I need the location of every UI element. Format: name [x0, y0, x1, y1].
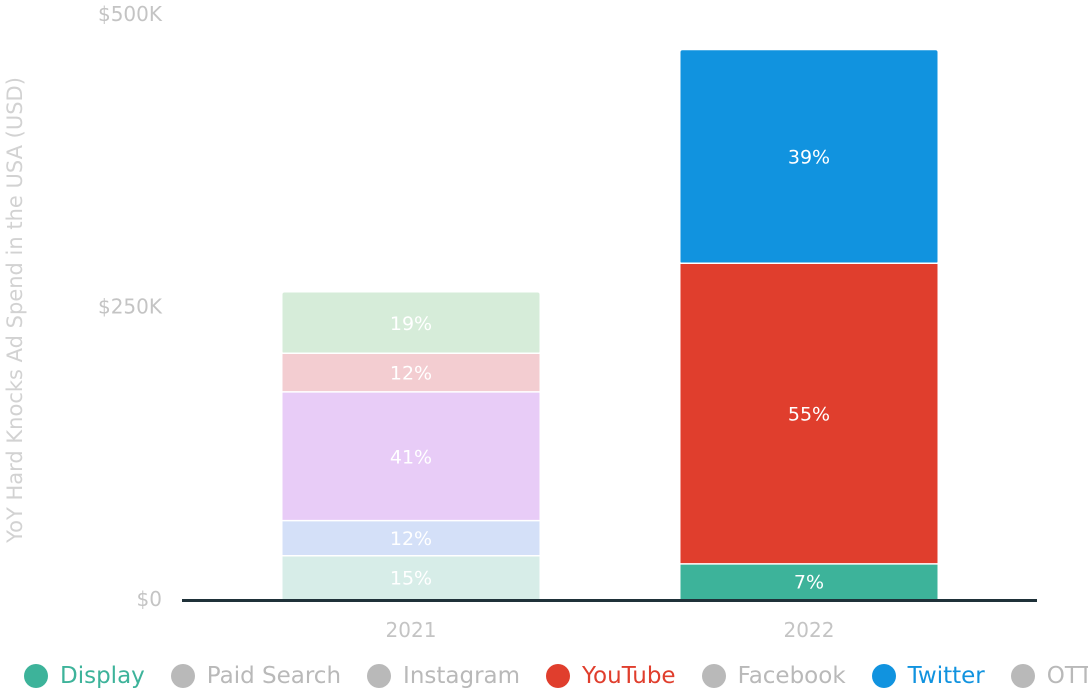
y-tick-label: $500K — [98, 2, 163, 26]
legend: Display Paid Search Instagram YouTube Facebo… — [24, 659, 1088, 693]
legend-marker-icon — [367, 664, 392, 688]
legend-label: YouTube — [582, 662, 676, 689]
bar-data-label: 41% — [390, 446, 432, 468]
x-tick-label: 2021 — [386, 618, 437, 642]
stacked-bar-chart: YoY Hard Knocks Ad Spend in the USA (USD… — [3, 2, 1037, 642]
bar-data-label: 15% — [390, 567, 432, 589]
bar-segment[interactable] — [282, 292, 540, 354]
bar-segment[interactable] — [680, 563, 938, 599]
legend-marker-icon — [701, 664, 726, 688]
bar-data-label: 39% — [788, 147, 830, 169]
bar-data-label: 55% — [788, 404, 830, 426]
legend-marker-icon — [546, 664, 571, 688]
legend-label: Display — [60, 662, 145, 689]
bar-data-label: 19% — [390, 313, 432, 335]
legend-marker-icon — [24, 664, 48, 688]
legend-item-ott[interactable]: OTT — [1010, 662, 1088, 689]
bar-segment[interactable] — [282, 391, 540, 521]
bar-segment[interactable] — [282, 520, 540, 556]
legend-label: Facebook — [737, 662, 846, 689]
bar-data-label: 12% — [390, 363, 432, 385]
legend-item-paid-search[interactable]: Paid Search — [170, 662, 342, 689]
bar-segment[interactable] — [680, 263, 938, 564]
legend-label: OTT — [1046, 662, 1088, 689]
y-tick-labels: $0 $250K $500K — [98, 2, 163, 611]
legend-label: Twitter — [907, 662, 985, 689]
y-axis-label: YoY Hard Knocks Ad Spend in the USA (USD… — [3, 77, 27, 544]
bar-data-label: 7% — [794, 571, 824, 593]
legend-item-instagram[interactable]: Instagram — [367, 664, 520, 688]
legend-marker-icon — [871, 664, 896, 688]
legend-item-facebook[interactable]: Facebook — [701, 662, 846, 689]
y-axis-label-group: YoY Hard Knocks Ad Spend in the USA (USD… — [3, 77, 27, 544]
legend-item-twitter[interactable]: Twitter — [871, 662, 985, 689]
legend-marker-icon — [170, 664, 195, 688]
y-tick-label: $0 — [137, 587, 162, 611]
segment-labels: 15% 12% 41% 12% 19% 7% 55% 39% — [390, 147, 830, 594]
x-tick-label: 2022 — [784, 618, 835, 642]
legend-item-youtube[interactable]: YouTube — [546, 664, 676, 688]
x-tick-labels: 2021 2022 — [386, 618, 835, 642]
legend-label: Instagram — [403, 662, 521, 689]
bar-segment[interactable] — [282, 353, 540, 392]
bar-data-label: 12% — [390, 528, 432, 550]
legend-item-display[interactable]: Display — [24, 664, 145, 688]
legend-label: Paid Search — [206, 662, 342, 689]
bar-segment[interactable] — [680, 50, 938, 264]
y-tick-label: $250K — [98, 295, 163, 319]
bars-group — [282, 50, 938, 599]
bar-segment[interactable] — [282, 555, 540, 599]
legend-marker-icon — [1010, 664, 1035, 688]
